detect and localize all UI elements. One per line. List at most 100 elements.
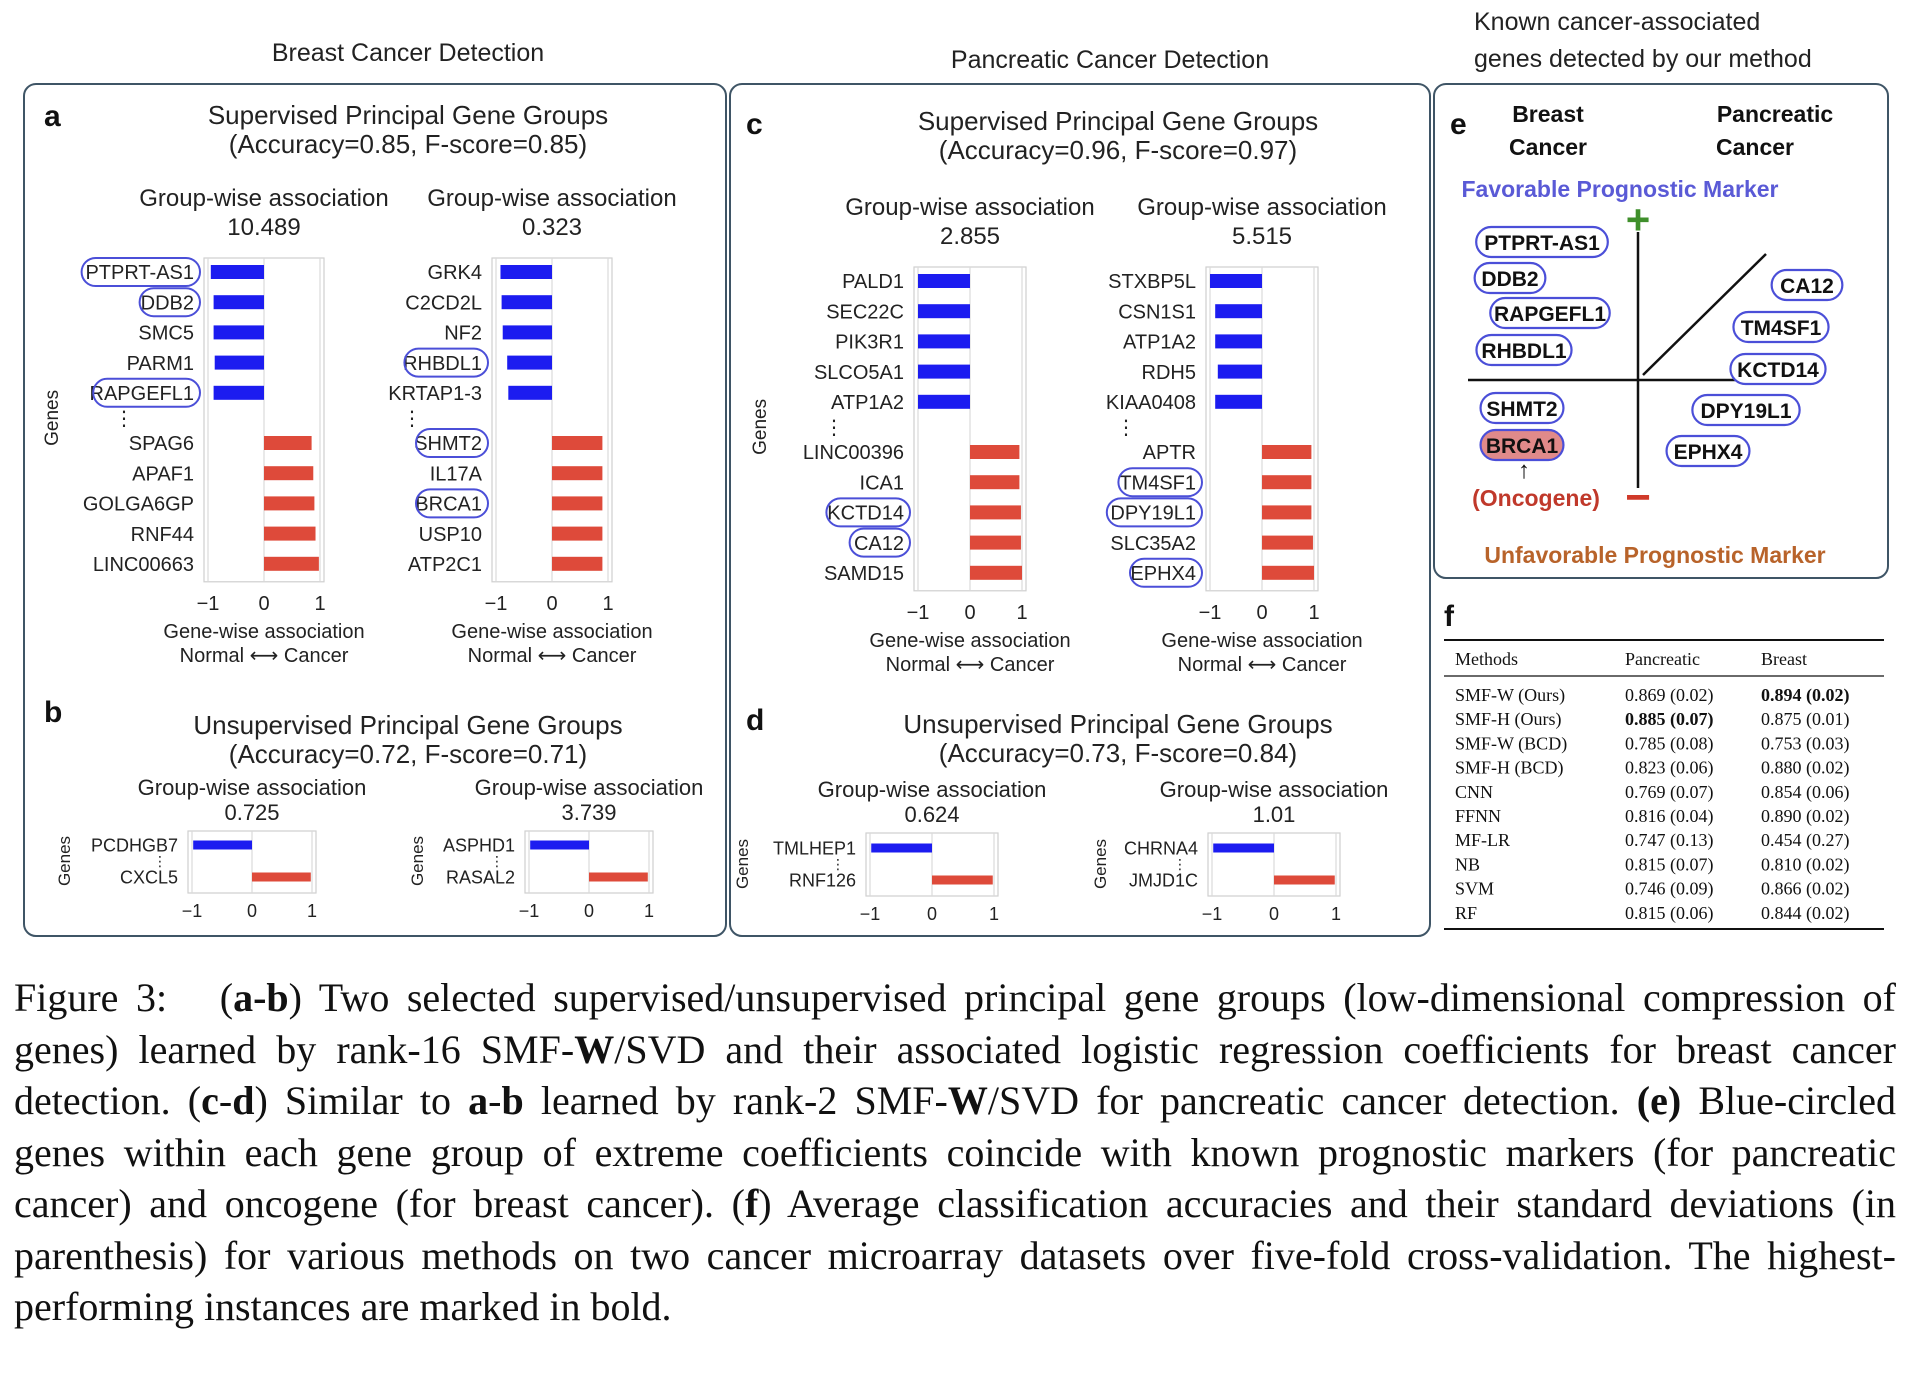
x-axis-sublabel: Normal ⟷ Cancer <box>180 645 349 667</box>
known-title-line1: Known cancer-associated <box>1474 8 1760 36</box>
gene-label: STXBP5L <box>1108 271 1196 293</box>
frame-known-genes <box>1433 83 1889 579</box>
bar <box>193 840 252 850</box>
bar <box>552 556 603 571</box>
gene-label: RASAL2 <box>446 867 515 887</box>
gene-pill: PTPRT-AS1 <box>1475 225 1609 259</box>
th-breast: Breast <box>1761 649 1807 669</box>
pill-label: RHBDL1 <box>1481 340 1566 363</box>
gene-pill: SHMT2 <box>1479 391 1565 425</box>
tick-label: 0 <box>927 904 937 924</box>
panel-letter-f: f <box>1444 600 1455 633</box>
e-diagonal-line <box>1642 253 1767 376</box>
tick-label: 1 <box>1016 602 1027 624</box>
group-assoc-value: 10.489 <box>227 214 300 241</box>
breast-column-title: Breast Cancer Detection <box>272 39 544 67</box>
gene-circle-highlight <box>138 287 202 318</box>
gene-circle-highlight <box>403 347 489 378</box>
bar <box>508 385 552 400</box>
caption-text: - <box>488 1078 502 1123</box>
known-title-line2: genes detected by our method <box>1474 45 1812 73</box>
bar <box>1262 505 1312 520</box>
pill-outline <box>1475 225 1609 259</box>
gene-label: APTR <box>1143 442 1196 464</box>
x-axis-sublabel: Normal ⟷ Cancer <box>468 645 637 667</box>
col-pancreatic-line2: Cancer <box>1716 134 1794 160</box>
bar <box>1262 475 1312 490</box>
tick-label: 1 <box>989 904 999 924</box>
panel-title: Unsupervised Principal Gene Groups <box>193 710 622 740</box>
x-axis-label: Gene-wise association <box>869 630 1070 652</box>
unfavorable-label: Unfavorable Prognostic Marker <box>1484 542 1825 568</box>
panel-title: Supervised Principal Gene Groups <box>918 106 1318 136</box>
gene-pill: BRCA1 <box>1479 428 1565 462</box>
gene-circle-highlight <box>825 497 912 528</box>
gene-label: RHBDL1 <box>403 353 482 375</box>
figure-caption: Figure 3: (a-b) Two selected supervised/… <box>14 972 1896 1333</box>
panel-title: Unsupervised Principal Gene Groups <box>903 709 1332 739</box>
th-pancreatic: Pancreatic <box>1625 649 1700 669</box>
gene-label: CXCL5 <box>120 867 178 887</box>
gene-label: TM4SF1 <box>1119 472 1196 494</box>
ellipsis-dots: ⋮ <box>831 856 845 872</box>
table-row: SMF-W (Ours) 0.869 (0.02) 0.894 (0.02) <box>1455 685 1850 706</box>
pill-outline <box>1479 391 1565 425</box>
minus-sign: − <box>1625 473 1651 522</box>
pill-outline <box>1475 333 1573 367</box>
cell-pancreatic: 0.869 (0.02) <box>1625 685 1714 706</box>
panel-b: b Unsupervised Principal Gene Groups(Accu… <box>44 696 703 921</box>
panel-subtitle: (Accuracy=0.96, F-score=0.97) <box>939 135 1297 165</box>
table-row: FFNN 0.816 (0.04) 0.890 (0.02) <box>1455 806 1850 827</box>
x-axis-label: Gene-wise association <box>451 621 652 643</box>
gene-label: BRCA1 <box>415 494 482 516</box>
gene-label: USP10 <box>419 524 482 546</box>
gene-label: LINC00396 <box>803 442 904 464</box>
group-assoc-value: 1.01 <box>1253 802 1296 827</box>
bar <box>918 274 970 288</box>
tick-label: 1 <box>1331 904 1341 924</box>
bar <box>970 475 1020 490</box>
panel-a: a Supervised Principal Gene Groups(Accura… <box>42 100 677 667</box>
ellipsis-dots: ⋮ <box>1173 856 1187 872</box>
ellipsis-dots: ⋮ <box>114 408 134 430</box>
group-assoc-label: Group-wise association <box>138 775 367 800</box>
cell-method: SMF-H (Ours) <box>1455 709 1562 730</box>
ellipsis-dots: ⋮ <box>1116 417 1136 439</box>
gene-circle-highlight <box>415 488 489 519</box>
group-assoc-label: Group-wise association <box>1137 194 1386 221</box>
tick-label: 1 <box>314 593 325 615</box>
tick-label: 1 <box>602 593 613 615</box>
panel-letter-c: c <box>746 108 763 141</box>
bar <box>1210 274 1262 288</box>
gene-label: APAF1 <box>132 463 194 485</box>
cell-method: SMF-H (BCD) <box>1455 758 1564 779</box>
gene-pill: KCTD14 <box>1729 352 1827 386</box>
gene-label: RNF44 <box>131 524 194 546</box>
bar <box>970 505 1021 520</box>
pill-label: PTPRT-AS1 <box>1484 232 1600 255</box>
gene-circle-highlight <box>415 428 489 458</box>
bar <box>918 364 970 379</box>
cell-pancreatic: 0.769 (0.07) <box>1625 782 1714 803</box>
ellipsis-dots: ⋮ <box>824 417 844 439</box>
gene-pill: TM4SF1 <box>1732 310 1830 344</box>
gene-pill: EPHX4 <box>1665 434 1751 468</box>
gene-label: GRK4 <box>428 262 482 284</box>
bar <box>1215 304 1262 319</box>
cell-method: SVM <box>1455 879 1494 899</box>
panel-letter-a: a <box>44 100 61 133</box>
bar <box>970 565 1022 580</box>
x-axis-label: Gene-wise association <box>163 621 364 643</box>
gene-label: PALD1 <box>842 271 904 293</box>
bar <box>1215 394 1262 409</box>
cell-method: CNN <box>1455 782 1493 802</box>
cell-method: FFNN <box>1455 806 1501 826</box>
group-assoc-value: 0.624 <box>904 802 959 827</box>
cell-breast: 0.890 (0.02) <box>1761 806 1850 827</box>
bar <box>214 355 264 370</box>
gene-label: PARM1 <box>127 353 194 375</box>
caption-bold: a-b <box>233 975 289 1020</box>
th-methods: Methods <box>1455 649 1518 669</box>
gene-circle-highlight <box>1105 497 1204 528</box>
